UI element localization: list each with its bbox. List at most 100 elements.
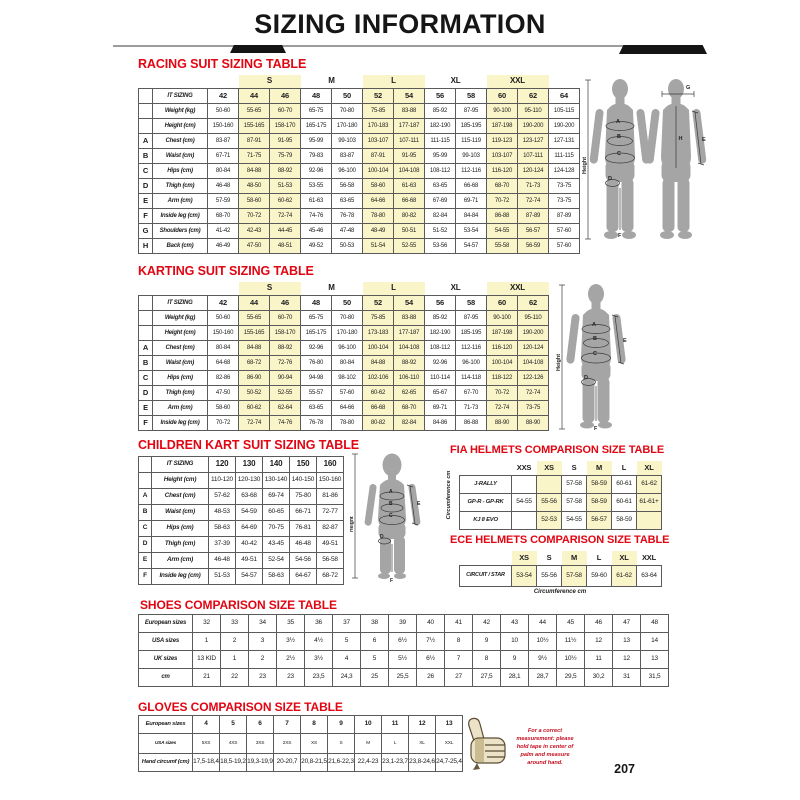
cell: 70-80 <box>331 310 363 326</box>
cell: 61-63 <box>300 193 332 209</box>
cell: 112-116 <box>455 163 487 179</box>
cell: 9 <box>327 715 355 734</box>
cell: 42-43 <box>238 223 270 239</box>
cell: 54-57 <box>455 238 487 254</box>
cell: 95-99 <box>424 148 456 164</box>
table-row: F Inside leg (cm) 68-70 70-72 72-74 74-76 76-7… <box>138 208 580 224</box>
measurement-lines <box>352 453 419 579</box>
cell: 73-75 <box>548 193 580 209</box>
cell: 54-59 <box>235 504 263 521</box>
racing-body-measurement-figure: A B C D F G H E Height <box>582 79 707 240</box>
cell: 49-51 <box>235 552 263 569</box>
cell: 9 <box>472 632 501 651</box>
cell: 96-100 <box>331 163 363 179</box>
cell: 56-58 <box>316 552 344 569</box>
table-row: D Thigh (cm) 37-39 40-42 43-45 46-48 49-51 <box>138 536 344 553</box>
cell: 60-62 <box>238 400 270 416</box>
size-header: 62 <box>517 88 549 104</box>
row-letter: E <box>138 400 153 416</box>
table-row: H Back (cm) 46-49 47-50 48-51 49-52 50-53 51-54… <box>138 238 580 254</box>
cell: 22 <box>220 668 249 687</box>
cell: 18,5-19,2 <box>219 753 247 772</box>
cell: 80-82 <box>393 208 425 224</box>
table-row: USA sizes 1 2 3 3½ 4½ 5 6 6½ 7½ 8 9 10 10½ 11½ 12 13 14 <box>138 632 669 651</box>
row-label: KJ 8 EVO <box>459 511 512 530</box>
cell: 182-190 <box>424 118 456 134</box>
measurement-labels: A B C D F G H E Height <box>582 85 706 239</box>
row-letter: B <box>138 148 153 164</box>
children-kart-suit-sizing-table: IT SIZING 120 130 140 150 160 Height (cm) 110-1… <box>138 456 344 585</box>
cell: 2XS <box>273 733 301 754</box>
cell: 115-119 <box>455 133 487 149</box>
cell: 106-110 <box>393 370 425 386</box>
row-letter: D <box>138 178 153 194</box>
size-header: 54 <box>393 88 425 104</box>
row-label: Hips (cm) <box>152 370 208 386</box>
row-label: Thigh (cm) <box>152 385 208 401</box>
cell: 102-106 <box>362 370 394 386</box>
cell: 61-62 <box>636 475 662 494</box>
cell: 84-88 <box>238 340 270 356</box>
measurement-lines <box>585 79 705 240</box>
cell: 67-69 <box>424 193 456 209</box>
row-letter: C <box>138 163 153 179</box>
svg-text:A: A <box>592 322 596 328</box>
cell: 57-60 <box>548 223 580 239</box>
cell: 58-60 <box>207 400 239 416</box>
cell: 37 <box>332 614 361 633</box>
row-label: UK sizes <box>138 650 193 669</box>
svg-text:D: D <box>608 176 612 182</box>
cell: 110-114 <box>424 370 456 386</box>
cell: 44-45 <box>269 223 301 239</box>
cell: 64-67 <box>289 568 317 585</box>
letter-header <box>138 295 153 311</box>
table-row: C Hips (cm) 80-84 84-88 88-92 92-96 96-100 100-… <box>138 163 580 179</box>
table-row: G Shoulders (cm) 41-42 42-43 44-45 45-46 47-48… <box>138 223 580 239</box>
size-header: 160 <box>316 456 344 473</box>
size-header: 48 <box>300 88 332 104</box>
cell: 6 <box>246 715 274 734</box>
table-row: E Arm (cm) 58-60 60-62 62-64 63-65 64-66 66-68 6… <box>138 400 549 416</box>
svg-text:C: C <box>617 151 621 157</box>
size-group-xxl: XXL <box>486 282 549 296</box>
cell: 9 <box>500 650 529 669</box>
cell: 49-51 <box>316 536 344 553</box>
cell: 27 <box>444 668 473 687</box>
table-row: D Thigh (cm) 47-50 50-52 52-55 55-57 57-60 60-6… <box>138 385 549 401</box>
cell: 57-58 <box>561 475 587 494</box>
cell: 63-64 <box>636 565 662 587</box>
cell: 50-52 <box>238 385 270 401</box>
cell: 98-102 <box>331 370 363 386</box>
size-group-m: M <box>328 283 335 293</box>
size-header: XXS <box>516 463 532 473</box>
cell: 23,5 <box>304 668 333 687</box>
cell: 84-88 <box>238 163 270 179</box>
cell: M <box>354 733 382 754</box>
row-label: Inside leg (cm) <box>152 415 208 431</box>
cell: 120-124 <box>517 340 549 356</box>
table-row: Height (cm) 150-160 155-165 158-170 165-175 1… <box>138 118 580 134</box>
cell: 95-99 <box>300 133 332 149</box>
size-header: 44 <box>238 88 270 104</box>
cell: 25 <box>360 668 389 687</box>
cell: 47-50 <box>207 385 239 401</box>
cell: 76-78 <box>331 208 363 224</box>
group-spacer <box>139 75 239 89</box>
cell: 65-75 <box>300 310 332 326</box>
row-label: cm <box>138 668 193 687</box>
cell: 36 <box>304 614 333 633</box>
cell: 24,7-25,4 <box>435 753 463 772</box>
cell: 173-183 <box>362 325 394 341</box>
cell: 55-56 <box>536 565 562 587</box>
ece-helmets-comparison-table: XS S M L XL XXL CIRCUIT / STAR 53-54 55-56 57-58 5… <box>459 551 662 587</box>
cell: 60-62 <box>269 193 301 209</box>
row-letter: D <box>138 536 152 553</box>
cell: 2 <box>248 650 277 669</box>
cell: 103-107 <box>486 148 518 164</box>
cell: 54-55 <box>486 223 518 239</box>
cell: 46-48 <box>208 552 236 569</box>
row-label: Arm (cm) <box>152 193 208 209</box>
cell: 34 <box>248 614 277 633</box>
cell: 94-98 <box>300 370 332 386</box>
cell: XXL <box>435 733 463 754</box>
